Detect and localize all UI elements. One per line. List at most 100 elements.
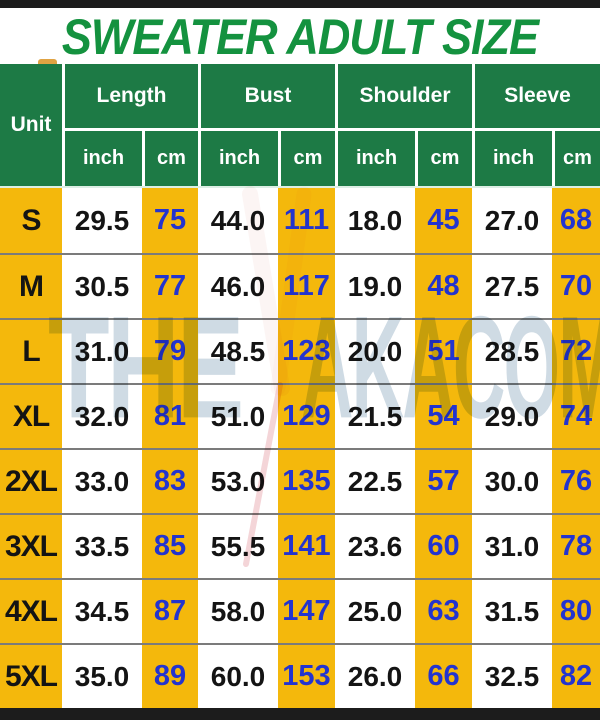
value-cell: 153 — [278, 645, 335, 708]
value-cell: 70 — [552, 255, 600, 318]
header-length: Length — [62, 64, 198, 128]
bottom-border-bar — [0, 708, 600, 720]
value-cell: 82 — [552, 645, 600, 708]
value-cell: 32.0 — [62, 385, 142, 448]
size-label: M — [0, 255, 62, 318]
value-cell: 60.0 — [198, 645, 278, 708]
value-cell: 46.0 — [198, 255, 278, 318]
value-cell: 74 — [552, 385, 600, 448]
value-cell: 28.5 — [472, 320, 552, 383]
value-cell: 48.5 — [198, 320, 278, 383]
corner-tab-decoration — [38, 59, 57, 66]
value-cell: 81 — [142, 385, 198, 448]
value-cell: 79 — [142, 320, 198, 383]
subheader-bust-inch: inch — [198, 128, 278, 186]
value-cell: 27.5 — [472, 255, 552, 318]
size-label: L — [0, 320, 62, 383]
subheader-shoulder-cm: cm — [415, 128, 472, 186]
value-cell: 141 — [278, 515, 335, 578]
size-table-body: S 29.5 75 44.0 111 18.0 45 27.0 68 M 30.5 77 46.0 117… — [0, 188, 600, 708]
value-cell: 54 — [415, 385, 472, 448]
subheader-length-cm: cm — [142, 128, 198, 186]
header-bust: Bust — [198, 64, 335, 128]
value-cell: 80 — [552, 580, 600, 643]
value-cell: 33.5 — [62, 515, 142, 578]
value-cell: 78 — [552, 515, 600, 578]
value-cell: 68 — [552, 188, 600, 253]
page-title: SWEATER ADULT SIZE — [61, 7, 539, 65]
value-cell: 72 — [552, 320, 600, 383]
value-cell: 66 — [415, 645, 472, 708]
value-cell: 29.0 — [472, 385, 552, 448]
value-cell: 21.5 — [335, 385, 415, 448]
table-header: Unit Length Bust Shoulder Sleeve inch cm… — [0, 64, 600, 188]
value-cell: 30.0 — [472, 450, 552, 513]
table-row: 2XL 33.0 83 53.0 135 22.5 57 30.0 76 — [0, 448, 600, 513]
value-cell: 77 — [142, 255, 198, 318]
value-cell: 25.0 — [335, 580, 415, 643]
value-cell: 48 — [415, 255, 472, 318]
table-row: S 29.5 75 44.0 111 18.0 45 27.0 68 — [0, 188, 600, 253]
value-cell: 58.0 — [198, 580, 278, 643]
value-cell: 60 — [415, 515, 472, 578]
value-cell: 32.5 — [472, 645, 552, 708]
value-cell: 147 — [278, 580, 335, 643]
value-cell: 31.0 — [62, 320, 142, 383]
size-label: XL — [0, 385, 62, 448]
size-label: 5XL — [0, 645, 62, 708]
value-cell: 87 — [142, 580, 198, 643]
value-cell: 117 — [278, 255, 335, 318]
top-border-bar — [0, 0, 600, 8]
value-cell: 55.5 — [198, 515, 278, 578]
value-cell: 26.0 — [335, 645, 415, 708]
value-cell: 57 — [415, 450, 472, 513]
value-cell: 63 — [415, 580, 472, 643]
value-cell: 45 — [415, 188, 472, 253]
value-cell: 19.0 — [335, 255, 415, 318]
subheader-sleeve-inch: inch — [472, 128, 552, 186]
table-row: 3XL 33.5 85 55.5 141 23.6 60 31.0 78 — [0, 513, 600, 578]
size-label: 2XL — [0, 450, 62, 513]
value-cell: 83 — [142, 450, 198, 513]
subheader-shoulder-inch: inch — [335, 128, 415, 186]
value-cell: 129 — [278, 385, 335, 448]
value-cell: 85 — [142, 515, 198, 578]
value-cell: 51.0 — [198, 385, 278, 448]
value-cell: 31.0 — [472, 515, 552, 578]
value-cell: 44.0 — [198, 188, 278, 253]
header-unit: Unit — [0, 64, 62, 186]
value-cell: 29.5 — [62, 188, 142, 253]
value-cell: 22.5 — [335, 450, 415, 513]
value-cell: 111 — [278, 188, 335, 253]
value-cell: 51 — [415, 320, 472, 383]
value-cell: 20.0 — [335, 320, 415, 383]
value-cell: 76 — [552, 450, 600, 513]
subheader-bust-cm: cm — [278, 128, 335, 186]
subheader-length-inch: inch — [62, 128, 142, 186]
title-area: SWEATER ADULT SIZE — [0, 8, 600, 64]
size-label: 4XL — [0, 580, 62, 643]
table-row: M 30.5 77 46.0 117 19.0 48 27.5 70 — [0, 253, 600, 318]
value-cell: 34.5 — [62, 580, 142, 643]
value-cell: 30.5 — [62, 255, 142, 318]
value-cell: 35.0 — [62, 645, 142, 708]
value-cell: 75 — [142, 188, 198, 253]
value-cell: 53.0 — [198, 450, 278, 513]
value-cell: 18.0 — [335, 188, 415, 253]
value-cell: 89 — [142, 645, 198, 708]
value-cell: 135 — [278, 450, 335, 513]
header-sleeve: Sleeve — [472, 64, 600, 128]
table-row: XL 32.0 81 51.0 129 21.5 54 29.0 74 — [0, 383, 600, 448]
header-shoulder: Shoulder — [335, 64, 472, 128]
value-cell: 31.5 — [472, 580, 552, 643]
subheader-sleeve-cm: cm — [552, 128, 600, 186]
value-cell: 33.0 — [62, 450, 142, 513]
value-cell: 23.6 — [335, 515, 415, 578]
table-row: 5XL 35.0 89 60.0 153 26.0 66 32.5 82 — [0, 643, 600, 708]
table-row: 4XL 34.5 87 58.0 147 25.0 63 31.5 80 — [0, 578, 600, 643]
value-cell: 123 — [278, 320, 335, 383]
table-row: L 31.0 79 48.5 123 20.0 51 28.5 72 — [0, 318, 600, 383]
size-label: S — [0, 188, 62, 253]
value-cell: 27.0 — [472, 188, 552, 253]
